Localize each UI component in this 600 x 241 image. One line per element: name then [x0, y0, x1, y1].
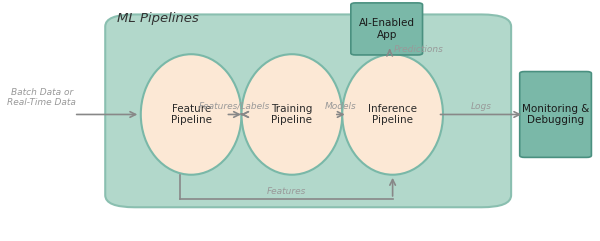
Ellipse shape	[242, 54, 342, 175]
Text: Monitoring &
Debugging: Monitoring & Debugging	[522, 104, 589, 125]
Text: Models: Models	[325, 102, 357, 111]
Text: Inference
Pipeline: Inference Pipeline	[368, 104, 417, 125]
Text: Feature
Pipeline: Feature Pipeline	[170, 104, 212, 125]
Text: Logs: Logs	[471, 102, 492, 111]
Text: Predictions: Predictions	[394, 45, 443, 54]
Text: Training
Pipeline: Training Pipeline	[271, 104, 313, 125]
Ellipse shape	[342, 54, 443, 175]
Ellipse shape	[141, 54, 242, 175]
Text: Features: Features	[266, 187, 305, 196]
Text: Batch Data or
Real-Time Data: Batch Data or Real-Time Data	[7, 88, 76, 107]
FancyBboxPatch shape	[520, 72, 592, 157]
FancyBboxPatch shape	[105, 14, 511, 207]
Text: ML Pipelines: ML Pipelines	[117, 12, 199, 25]
Text: Features/Labels: Features/Labels	[199, 102, 270, 111]
FancyBboxPatch shape	[351, 3, 422, 55]
Text: AI-Enabled
App: AI-Enabled App	[359, 18, 415, 40]
